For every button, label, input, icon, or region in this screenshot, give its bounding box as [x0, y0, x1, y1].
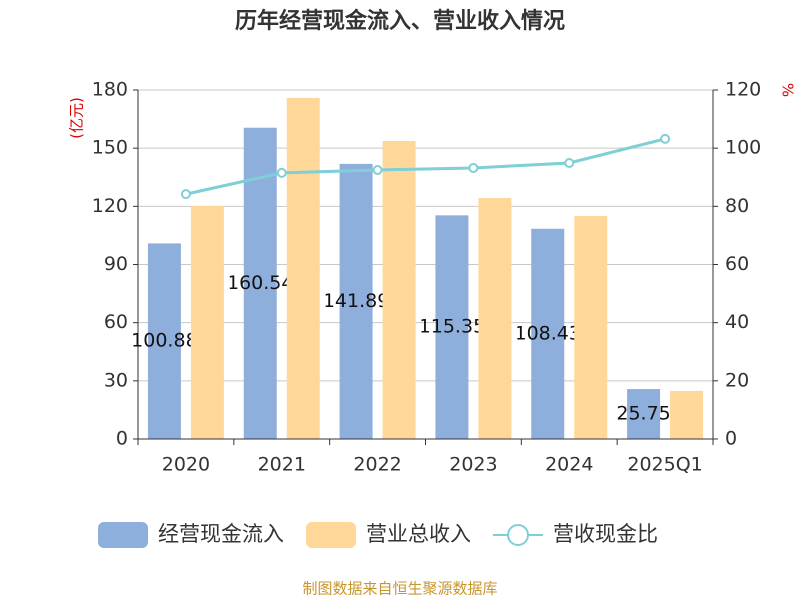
y-tick-label: 150 — [92, 137, 128, 159]
bar — [190, 205, 224, 439]
y2-tick-label: 60 — [725, 253, 749, 275]
y-axis-label: (亿元) — [68, 97, 86, 139]
legend-swatch — [98, 522, 148, 548]
bar-value-label: 160.54 — [227, 272, 293, 294]
y2-tick-label: 120 — [725, 79, 761, 101]
y2-tick-label: 80 — [725, 195, 749, 217]
bar — [670, 390, 704, 439]
line-point — [660, 133, 671, 144]
y-tick-label: 0 — [116, 428, 128, 450]
y-tick-label: 60 — [104, 311, 128, 333]
bar-value-label: 25.75 — [616, 403, 670, 425]
line-point — [372, 164, 383, 175]
bar — [339, 163, 373, 439]
x-tick-label: 2020 — [162, 454, 210, 476]
legend-marker — [507, 524, 529, 546]
legend-label: 营业总收入 — [366, 522, 471, 546]
legend-swatch — [306, 522, 356, 548]
line-point — [276, 167, 287, 178]
line-point — [180, 189, 191, 200]
y-tick-label: 180 — [92, 79, 128, 101]
bar-value-label: 108.43 — [515, 322, 581, 344]
bar-value-label: 141.89 — [323, 290, 389, 312]
bar — [627, 389, 661, 439]
bar — [286, 97, 320, 439]
line-point — [564, 157, 575, 168]
y2-axis-label: % — [779, 83, 797, 97]
bar — [147, 243, 181, 439]
source-note: 制图数据来自恒生聚源数据库 — [302, 580, 497, 598]
y-tick-label: 30 — [104, 369, 128, 391]
x-tick-label: 2024 — [545, 454, 593, 476]
line-point — [468, 162, 479, 173]
legend-label: 营收现金比 — [553, 522, 658, 546]
bar-value-label: 115.35 — [419, 316, 485, 338]
line-series — [185, 137, 666, 196]
bar — [531, 228, 565, 439]
bar-value-label: 100.88 — [131, 330, 197, 352]
y2-tick-label: 0 — [725, 428, 737, 450]
bar — [478, 197, 512, 439]
bar — [382, 140, 416, 439]
bar — [574, 216, 608, 439]
y2-tick-label: 100 — [725, 137, 761, 159]
chart-title: 历年经营现金流入、营业收入情况 — [235, 8, 565, 34]
bar — [435, 215, 469, 439]
legend-label: 经营现金流入 — [158, 522, 284, 546]
y-tick-label: 90 — [104, 253, 128, 275]
y-tick-label: 120 — [92, 195, 128, 217]
y2-tick-label: 40 — [725, 311, 749, 333]
x-tick-label: 2023 — [449, 454, 497, 476]
x-tick-label: 2025Q1 — [627, 454, 702, 476]
x-tick-label: 2022 — [353, 454, 401, 476]
y2-tick-label: 20 — [725, 369, 749, 391]
x-tick-label: 2021 — [258, 454, 306, 476]
